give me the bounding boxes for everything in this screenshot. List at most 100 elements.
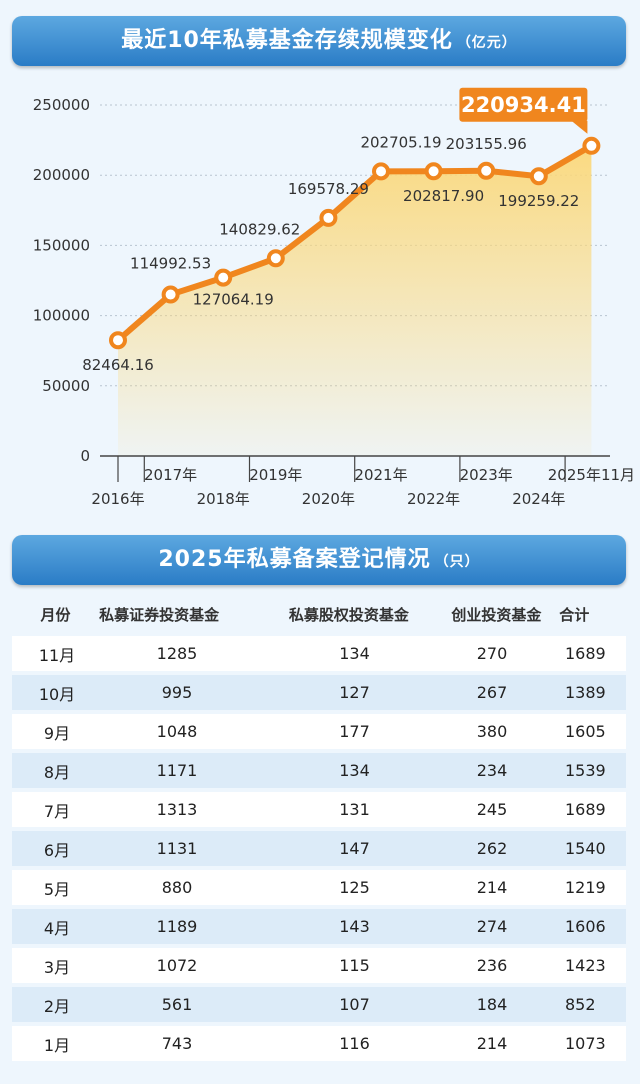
table-row: 4月 1189 143 274 1606: [12, 909, 626, 944]
cell-securities: 1131: [156, 839, 198, 858]
cell-securities: 1285: [156, 644, 198, 663]
table-title: 2025年私募备案登记情况: [158, 547, 431, 572]
cell-venture: 270: [476, 644, 508, 663]
table-row: 5月 880 125 214 1219: [12, 870, 626, 905]
data-point: [372, 162, 390, 181]
x-tick-label: 2020年: [302, 490, 355, 508]
cell-total: 1423: [565, 956, 606, 975]
chart-title-banner: 最近10年私募基金存续规模变化 （亿元）: [12, 16, 626, 66]
y-tick-label: 200000: [33, 166, 90, 184]
series-line: [116, 143, 593, 343]
highlight-value: 220934.41: [461, 93, 586, 117]
y-tick-label: 0: [80, 447, 90, 465]
x-tick-label: 2018年: [197, 490, 250, 508]
table-row: 6月 1131 147 262 1540: [12, 831, 626, 866]
cell-month: 4月: [43, 918, 71, 938]
cell-equity: 134: [339, 644, 370, 663]
cell-securities: 743: [161, 1034, 193, 1053]
table-row: 9月 1048 177 380 1605: [12, 714, 626, 749]
cell-equity: 143: [339, 917, 370, 936]
cell-venture: 267: [476, 683, 508, 702]
cell-venture: 214: [476, 878, 508, 897]
x-tick-label: 2017年: [144, 466, 197, 484]
data-point: [529, 167, 548, 186]
data-point: [214, 268, 233, 287]
cell-venture: 380: [476, 722, 508, 741]
cell-venture: 262: [476, 839, 508, 858]
cell-equity: 125: [339, 878, 370, 897]
y-tick-label: 150000: [33, 236, 90, 254]
cell-equity: 134: [339, 761, 370, 780]
cell-equity: 127: [339, 683, 370, 702]
cell-total: 1605: [565, 722, 606, 741]
cell-equity: 107: [339, 995, 370, 1014]
data-label: 82464.16: [82, 356, 154, 374]
data-point: [109, 331, 127, 350]
cell-total: 1606: [565, 917, 606, 936]
data-label: 202817.90: [403, 187, 484, 205]
header-securities: 私募证券投资基金: [99, 605, 220, 624]
area-fill: [118, 145, 592, 456]
chart-unit: （亿元）: [456, 35, 517, 51]
table-row: 11月 1285 134 270 1689: [12, 636, 626, 671]
x-tick-label: 2024年: [512, 490, 565, 508]
registration-table: 月份 私募证券投资基金 私募股权投资基金 创业投资基金 合计 11月 1285 13…: [12, 596, 626, 1061]
data-label: 140829.62: [219, 220, 300, 238]
table-row: 8月 1171 134 234 1539: [12, 753, 626, 788]
data-point: [266, 249, 285, 268]
cell-month: 1月: [43, 1035, 71, 1055]
header-venture: 创业投资基金: [451, 605, 542, 624]
cell-total: 1539: [565, 761, 606, 780]
cell-equity: 115: [339, 956, 370, 975]
cell-securities: 880: [161, 878, 193, 897]
cell-securities: 995: [161, 683, 193, 702]
cell-securities: 1171: [156, 761, 198, 780]
cell-venture: 245: [476, 800, 508, 819]
data-label: 203155.96: [446, 135, 527, 153]
cell-equity: 147: [339, 839, 370, 858]
data-label: 199259.22: [498, 192, 579, 210]
cell-securities: 1072: [156, 956, 198, 975]
cell-month: 10月: [38, 684, 76, 704]
cell-equity: 131: [339, 800, 370, 819]
cell-total: 1389: [565, 683, 606, 702]
data-point: [424, 162, 443, 181]
cell-total: 1689: [565, 800, 606, 819]
data-point: [582, 136, 601, 155]
chart-title: 最近10年私募基金存续规模变化: [121, 28, 453, 53]
x-tick-label: 2025年11月: [548, 466, 635, 484]
cell-securities: 1048: [156, 722, 198, 741]
cell-month: 9月: [43, 723, 71, 743]
data-label: 114992.53: [130, 255, 211, 273]
cell-securities: 1313: [156, 800, 198, 819]
cell-total: 1689: [565, 644, 606, 663]
table-row: 3月 1072 115 236 1423: [12, 948, 626, 983]
data-label: 202705.19: [360, 133, 441, 151]
header-month: 月份: [40, 605, 71, 624]
table-row: 7月 1313 131 245 1689: [12, 792, 626, 827]
y-tick-label: 250000: [33, 96, 90, 114]
cell-venture: 214: [476, 1034, 508, 1053]
x-tick-label: 2019年: [249, 466, 302, 484]
header-equity: 私募股权投资基金: [288, 605, 409, 624]
table-row: 10月 995 127 267 1389: [12, 675, 626, 710]
x-tick-label: 2021年: [354, 466, 407, 484]
highlight-callout: [459, 87, 588, 122]
cell-month: 3月: [43, 957, 71, 977]
table-unit: （只）: [434, 554, 480, 570]
cell-venture: 234: [476, 761, 508, 780]
cell-equity: 116: [339, 1034, 370, 1053]
table-row: 1月 743 116 214 1073: [12, 1026, 626, 1061]
cell-venture: 184: [476, 995, 508, 1014]
cell-securities: 1189: [156, 917, 198, 936]
x-tick-label: 2023年: [460, 466, 513, 484]
table-row: 2月 561 107 184 852: [12, 987, 626, 1022]
x-tick-label: 2022年: [407, 490, 460, 508]
data-point: [477, 161, 496, 180]
cell-total: 852: [565, 995, 596, 1014]
data-label: 169578.29: [288, 180, 369, 198]
x-tick-label: 2016年: [91, 490, 144, 508]
cell-total: 1219: [565, 878, 606, 897]
cell-month: 5月: [43, 879, 71, 899]
data-point: [319, 208, 338, 227]
